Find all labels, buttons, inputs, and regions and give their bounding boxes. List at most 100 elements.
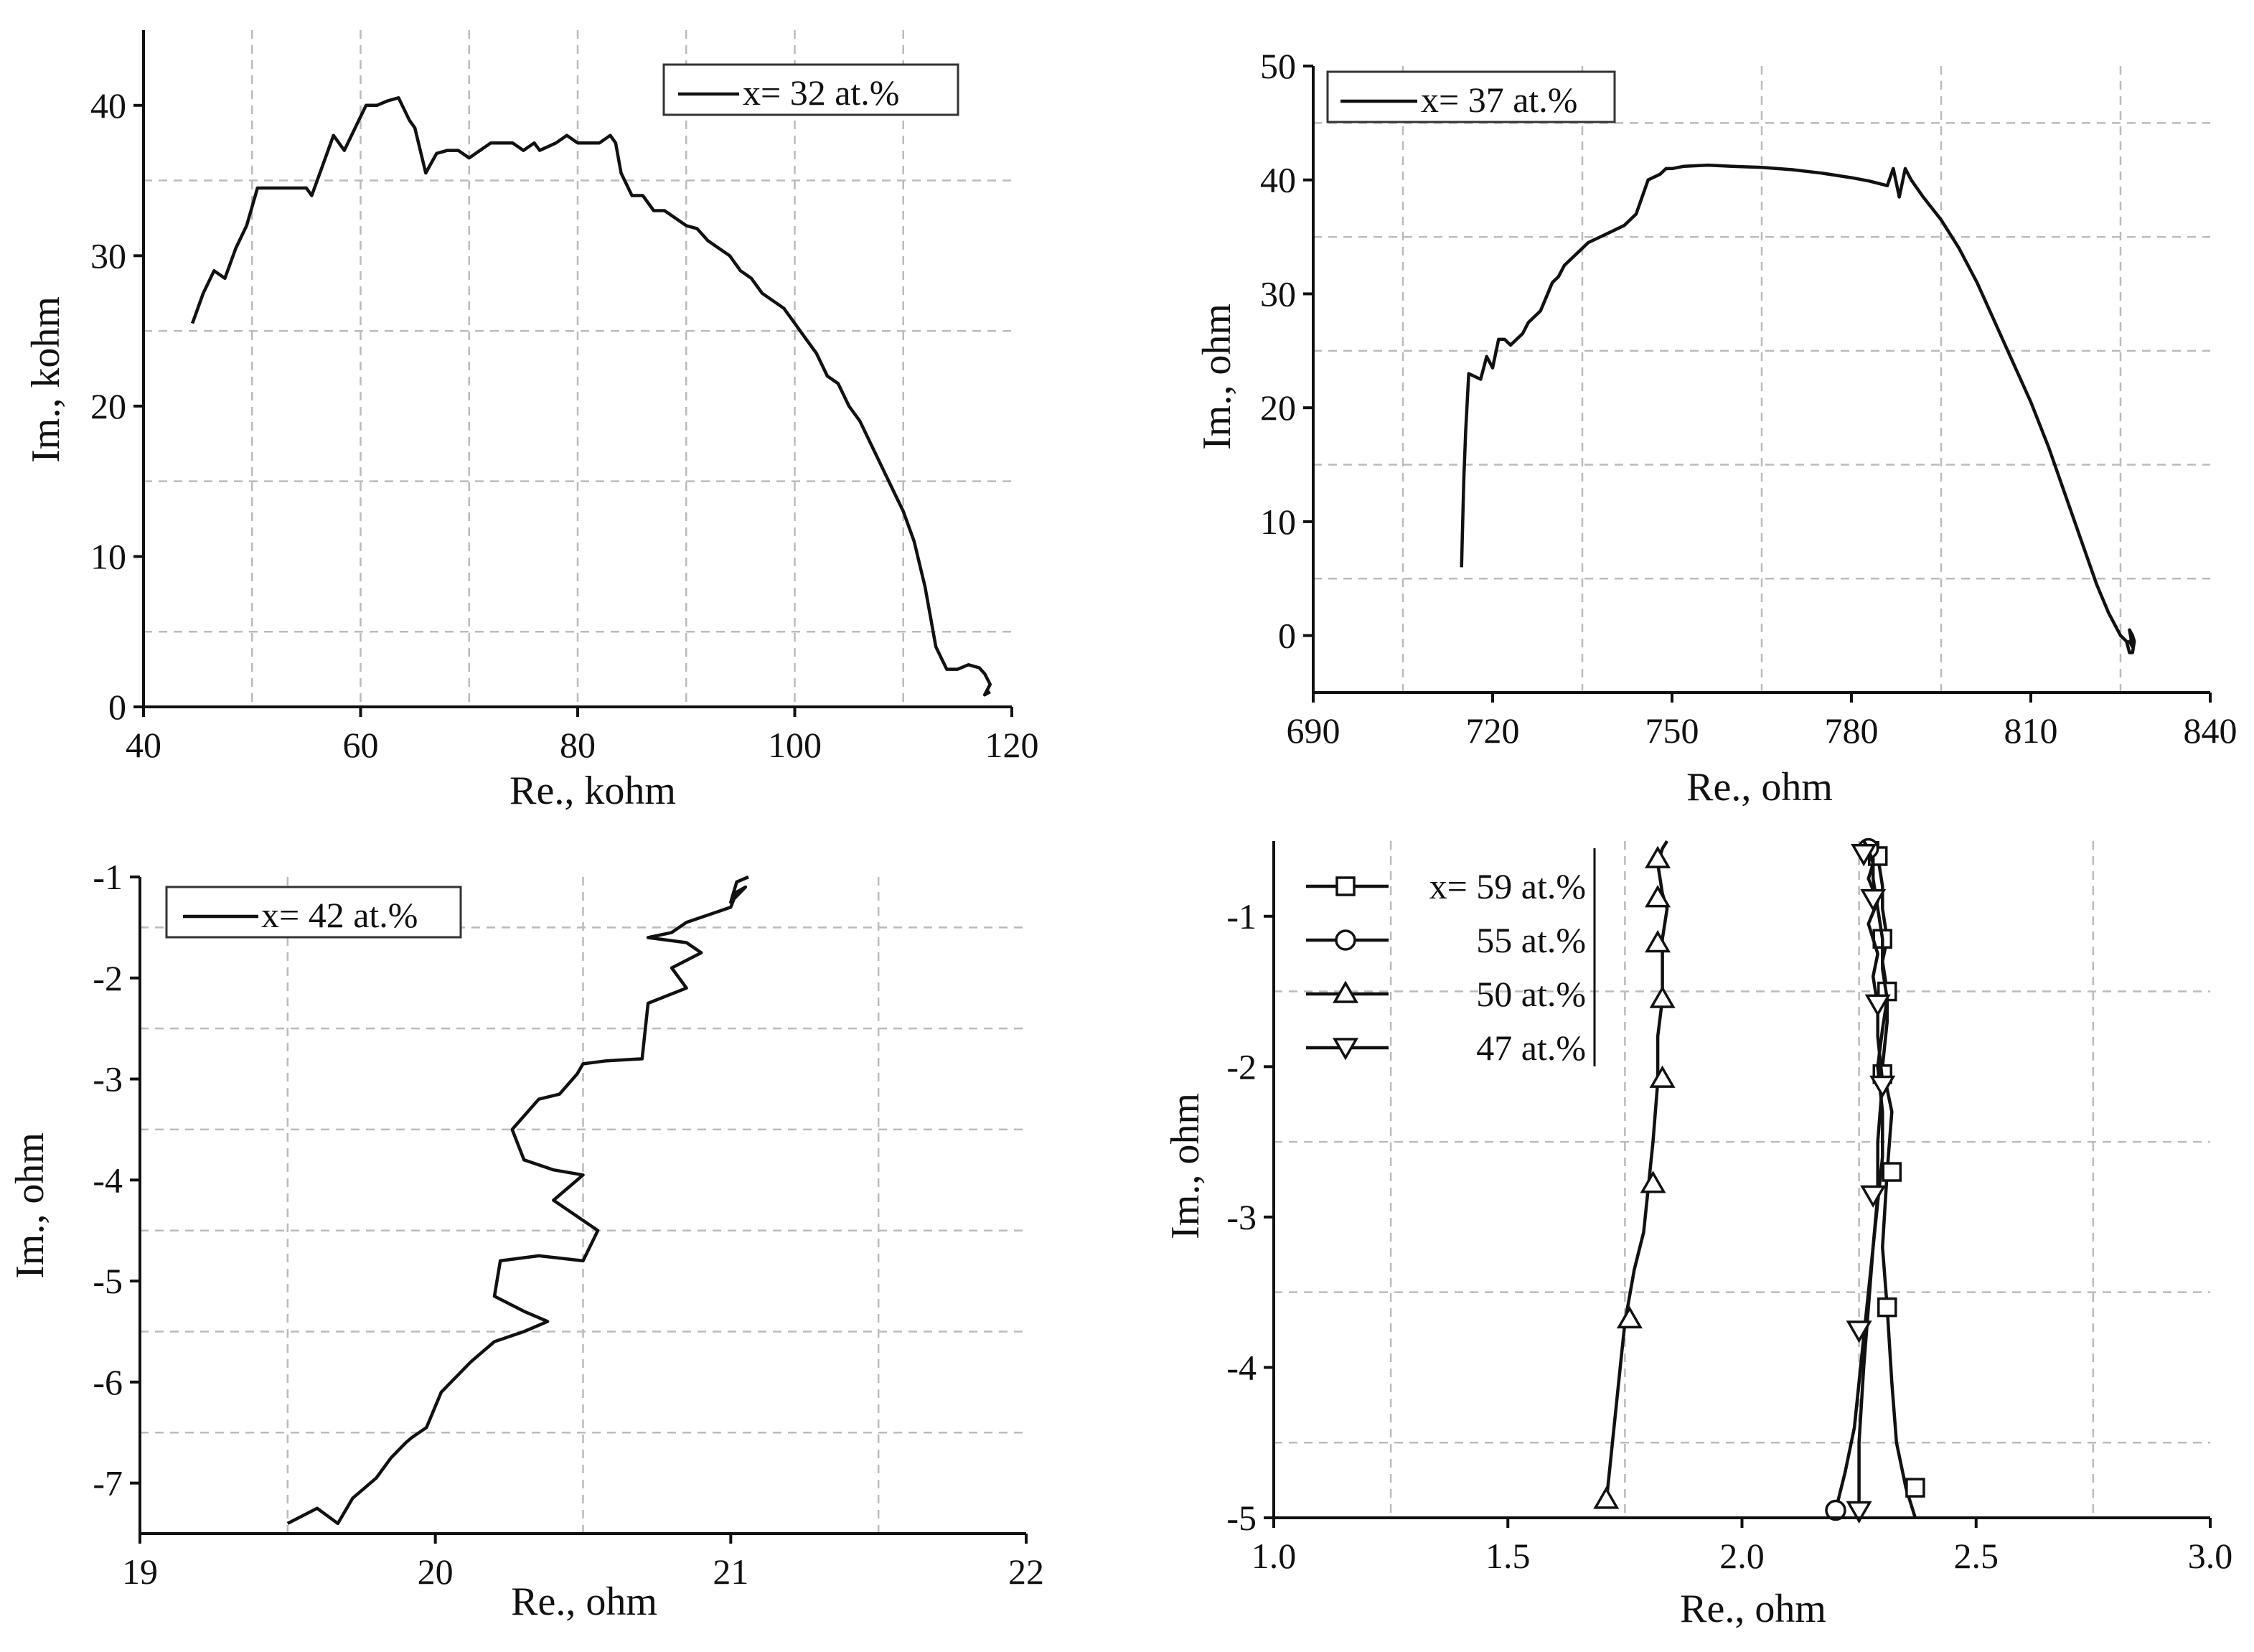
series-line-3	[1857, 840, 1884, 1511]
data-point-marker	[1882, 1162, 1902, 1182]
x-axis-label: Re., ohm	[511, 1580, 657, 1624]
data-point-marker	[1846, 1320, 1872, 1343]
x-tick-label: 3.0	[2188, 1536, 2233, 1576]
x-tick-label: 60	[343, 725, 379, 765]
x-tick-label: 21	[713, 1552, 748, 1592]
chart-panel-x42: 19 20 21 22 -7 -6 -5 -4 -3 -2 -1 Re., ohm Im., ohm…	[8, 857, 1044, 1624]
y-tick-label: -2	[1226, 1046, 1257, 1087]
series-line-0	[1460, 163, 2136, 654]
x-tick-label: 40	[126, 725, 161, 765]
y-tick-label: 0	[1278, 616, 1296, 656]
y-tick-label: -1	[1226, 896, 1257, 937]
y-tick-label: -3	[1226, 1197, 1257, 1237]
series-x32	[190, 96, 992, 697]
legend-label-55: 55 at.%	[1476, 920, 1586, 960]
data-point-marker	[1825, 1499, 1846, 1521]
legend-box	[1326, 70, 1616, 123]
x-axis-label: Re., ohm	[1686, 765, 1833, 809]
x-tick-label: 750	[1645, 710, 1699, 751]
x-tick-label: 1.0	[1252, 1536, 1297, 1576]
series-line-0	[190, 96, 992, 697]
axes-x42: 19 20 21 22 -7 -6 -5 -4 -3 -2 -1	[93, 857, 1044, 1592]
data-point-marker	[1860, 1185, 1887, 1208]
y-tick-label: 30	[90, 235, 126, 276]
x-tick-label: 100	[768, 725, 822, 765]
legend-box	[165, 886, 462, 939]
data-point-marker	[1851, 844, 1877, 867]
grid-x37	[1313, 66, 2210, 693]
data-point-marker	[1869, 1075, 1896, 1098]
y-tick-label: -5	[93, 1261, 123, 1301]
grid-x42	[140, 877, 1026, 1534]
y-axis-label: Im., ohm	[1163, 1093, 1208, 1239]
legend-x37: x= 37 at.%	[1326, 70, 1616, 123]
y-tick-label: -2	[93, 958, 123, 998]
data-point-marker	[1864, 994, 1891, 1017]
y-tick-label: -1	[93, 857, 123, 897]
legend-x42: x= 42 at.%	[165, 886, 462, 939]
grid-multi	[1274, 841, 2210, 1518]
y-tick-label: 0	[108, 687, 126, 727]
x-tick-label: 1.5	[1485, 1536, 1531, 1576]
x-tick-label: 810	[2004, 710, 2058, 751]
y-tick-label: 10	[1260, 502, 1296, 542]
x-axis-label: Re., kohm	[510, 769, 676, 813]
y-tick-label: -4	[1226, 1347, 1257, 1387]
series-multi	[1593, 837, 1925, 1524]
y-tick-label: 10	[90, 536, 126, 576]
legend-marker-triangle-up	[1332, 980, 1359, 1003]
chart-panel-x32: 40 60 80 100 120 0 10 20 30 40 Re., kohm Im., koh…	[24, 30, 1039, 813]
x-axis-label: Re., ohm	[1680, 1587, 1826, 1631]
y-axis-label: Im., ohm	[1195, 304, 1239, 450]
y-axis-label: Im., ohm	[8, 1132, 52, 1279]
y-tick-label: -4	[93, 1160, 123, 1200]
series-x42	[286, 875, 749, 1526]
legend-label-50: 50 at.%	[1476, 974, 1586, 1014]
data-point-marker	[1645, 929, 1671, 953]
series-x37	[1460, 163, 2136, 654]
axes-multi: 1.0 1.5 2.0 2.5 3.0 -5 -4 -3 -2 -1	[1226, 841, 2232, 1576]
data-point-marker	[1645, 845, 1671, 868]
x-tick-label: 720	[1466, 710, 1520, 751]
data-point-marker	[1860, 888, 1887, 912]
x-tick-label: 780	[1825, 710, 1879, 751]
y-tick-label: 40	[90, 85, 126, 126]
data-point-marker	[1616, 1305, 1643, 1329]
legend-label: x= 42 at.%	[261, 895, 418, 935]
grid-x32	[144, 30, 1012, 707]
y-tick-label: 30	[1260, 273, 1296, 314]
y-tick-label: -6	[93, 1362, 123, 1402]
x-tick-label: 22	[1008, 1552, 1044, 1592]
x-tick-label: 80	[560, 725, 596, 765]
chart-panel-x59-47: 1.0 1.5 2.0 2.5 3.0 -5 -4 -3 -2 -1 Re., ohm Im., …	[1163, 837, 2232, 1631]
data-point-marker	[1645, 885, 1671, 908]
y-tick-label: -5	[1226, 1498, 1257, 1538]
data-point-marker	[1877, 1297, 1897, 1318]
data-point-marker	[1640, 1170, 1666, 1193]
legend-label-59: x= 59 at.%	[1429, 866, 1586, 906]
y-tick-label: 20	[90, 386, 126, 426]
x-tick-label: 690	[1287, 710, 1340, 751]
series-line-0	[286, 875, 749, 1526]
x-tick-label: 120	[985, 725, 1039, 765]
x-tick-label: 2.0	[1719, 1536, 1765, 1576]
data-point-marker	[1649, 985, 1676, 1008]
y-tick-label: -7	[93, 1463, 123, 1503]
x-tick-label: 20	[418, 1552, 454, 1592]
series-line-1	[1833, 840, 1889, 1511]
y-tick-label: -3	[93, 1059, 123, 1099]
legend-x32: x= 32 at.%	[662, 63, 959, 116]
legend-label: x= 32 at.%	[743, 72, 899, 113]
x-tick-label: 840	[2184, 710, 2237, 751]
axes-x32: 40 60 80 100 120 0 10 20 30 40	[90, 30, 1039, 765]
legend-marker-triangle-down	[1332, 1038, 1359, 1061]
y-tick-label: 20	[1260, 388, 1296, 428]
chart-panel-x37: 690 720 750 780 810 840 0 10 20 30 40 50 Re., ohm I…	[1195, 46, 2237, 809]
x-tick-label: 2.5	[1954, 1536, 1999, 1576]
legend-marker-square	[1335, 876, 1356, 896]
legend-label: x= 37 at.%	[1421, 80, 1577, 120]
data-point-marker	[1649, 1065, 1676, 1088]
y-tick-label: 40	[1260, 160, 1296, 200]
axes-x37: 690 720 750 780 810 840 0 10 20 30 40 50	[1260, 46, 2237, 751]
